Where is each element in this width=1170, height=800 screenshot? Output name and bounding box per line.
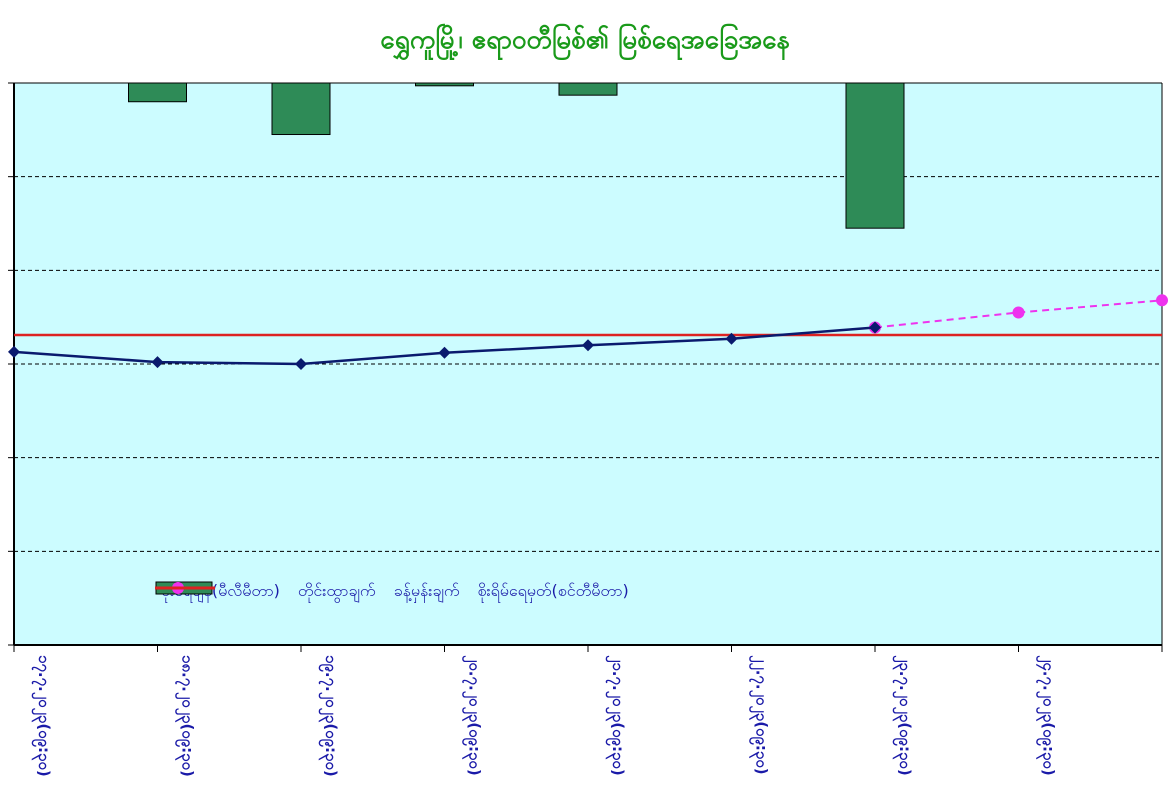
rainfall-bar bbox=[558, 82, 618, 96]
x-tick-time: (၀၉:၃၀) bbox=[609, 722, 627, 776]
x-tick-label: ၂၁.၇.၂၀၂၃(၀၉:၃၀) bbox=[573, 655, 633, 776]
observed-point bbox=[725, 332, 738, 345]
x-tick-time: (၀၉:၃၀) bbox=[752, 721, 771, 775]
observed-point bbox=[582, 339, 594, 352]
observed-point bbox=[438, 346, 451, 359]
x-tick-time: (၀၉:၃၀) bbox=[465, 722, 484, 776]
rainfall-bar bbox=[271, 82, 331, 136]
forecast-point bbox=[1156, 294, 1168, 307]
x-tick-label: ၁၈.၇.၂၀၂၃(၀၉:၃၀) bbox=[143, 655, 203, 777]
x-tick-date: ၂၄.၇.၂၀၂၃ bbox=[1039, 655, 1058, 723]
legend-item: စိုးရိမ်ရေမှတ်(စင်တီမီတာ) bbox=[155, 580, 629, 604]
x-tick-date: ၂၃.၇.၂၀၂၃ bbox=[896, 655, 914, 723]
observed-point bbox=[295, 358, 307, 370]
x-tick-label: ၂၄.၇.၂၀၂၃(၀၉:၃၀) bbox=[1004, 655, 1064, 776]
x-tick-date: ၁၉.၇.၂၀၂၃ bbox=[322, 655, 340, 724]
x-tick-label: ၂၂.၇.၂၀၂၃(၀၉:၃၀) bbox=[717, 655, 777, 775]
x-tick-date: ၂၁.၇.၂၀၂၃ bbox=[609, 655, 627, 723]
x-tick-time: (၀၉:၃၀) bbox=[35, 723, 53, 777]
x-tick-date: ၁၈.၇.၂၀၂၃ bbox=[178, 655, 197, 724]
legend-label: တိုင်းထွာချက် bbox=[297, 581, 376, 600]
x-tick-label: ၂၅.၇.၂၀၂၃(၀၉:၃၀) bbox=[1147, 655, 1170, 765]
x-tick-time: (၀၉:၃၀) bbox=[1039, 722, 1058, 776]
x-tick-time: (၀၉:၃၀) bbox=[322, 723, 340, 777]
x-tick-label: ၁၉.၇.၂၀၂၃(၀၉:၃၀) bbox=[286, 655, 346, 777]
x-tick-label: ၁၇.၇.၂၀၂၃(၀၉:၃၀) bbox=[0, 655, 59, 777]
x-tick-date: ၁၇.၇.၂၀၂၃ bbox=[35, 655, 53, 724]
legend-label: စိုးရိမ်ရေမှတ်(စင်တီမီတာ) bbox=[477, 581, 629, 600]
rainfall-bar bbox=[845, 82, 905, 229]
observed-point bbox=[8, 345, 20, 358]
legend-item: တိုင်းထွာချက် bbox=[155, 580, 376, 604]
x-tick-date: ၂၂.၇.၂၀၂၃ bbox=[752, 655, 771, 722]
legend-label: ခန့်မှန်းချက် bbox=[393, 581, 460, 600]
x-tick-label: ၂၃.၇.၂၀၂၃(၀၉:၃၀) bbox=[860, 655, 920, 776]
rainfall-bar bbox=[128, 82, 187, 103]
x-tick-time: (၀၉:၃၀) bbox=[896, 722, 914, 776]
chart-title: ရွှေကူမြို့၊ ဧရာဝတီမြစ်၏ မြစ်ရေအခြေအနေ bbox=[380, 25, 790, 55]
x-tick-label: ၂၀.၇.၂၀၂၃(၀၉:၃၀) bbox=[430, 655, 490, 776]
observed-point bbox=[151, 356, 164, 369]
legend: မိုးရေချိန်(မီလီမီတာ) တိုင်းထွာချက် ခန့်မှ… bbox=[155, 580, 635, 604]
forecast-point bbox=[1012, 306, 1025, 319]
observed-point bbox=[869, 321, 881, 334]
x-tick-date: ၂၀.၇.၂၀၂၃ bbox=[465, 655, 484, 723]
x-tick-time: (၀၉:၃၀) bbox=[178, 723, 197, 777]
legend-item: ခန့်မှန်းချက် bbox=[155, 580, 460, 604]
rainfall-bar bbox=[415, 82, 474, 87]
